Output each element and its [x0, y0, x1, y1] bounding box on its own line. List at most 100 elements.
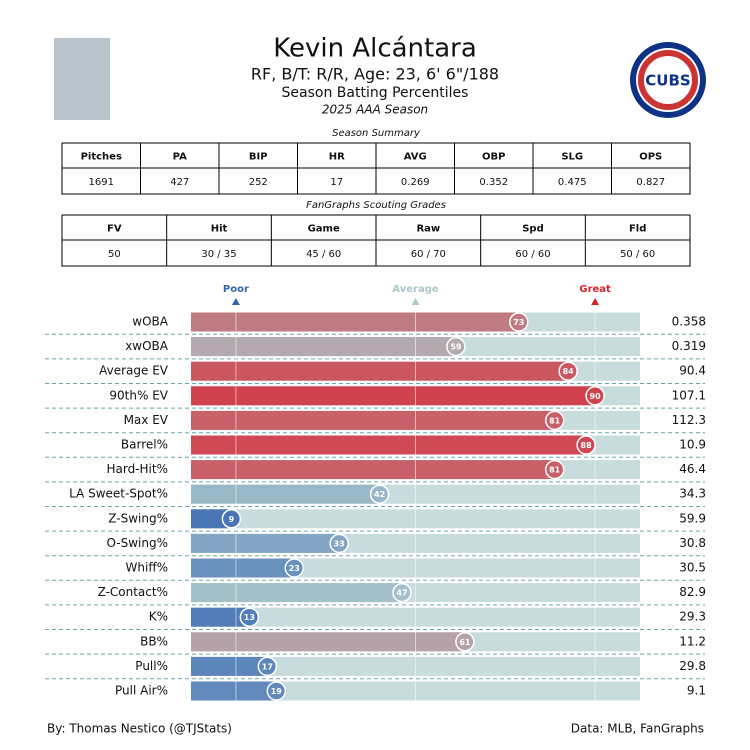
- stat-value: 0.358: [672, 315, 706, 329]
- percentile-label: 23: [289, 564, 300, 573]
- bar: [191, 484, 380, 504]
- percentile-label: 42: [374, 490, 385, 499]
- tick-label: Great: [579, 284, 611, 295]
- percentile-marker: [239, 607, 260, 627]
- bar: [191, 435, 587, 455]
- percentile-marker: [455, 632, 475, 652]
- stat-value: 30.8: [679, 536, 706, 550]
- category-label: xwOBA: [125, 339, 169, 353]
- tick-marker: [591, 298, 600, 305]
- table-cell: 0.827: [636, 177, 665, 188]
- percentile-marker: [392, 582, 412, 603]
- category-label: Z-Swing%: [108, 511, 168, 525]
- table-header: Spd: [522, 224, 544, 235]
- tick-label: Average: [392, 284, 439, 295]
- stat-value: 34.3: [679, 487, 706, 501]
- stat-value: 107.1: [672, 388, 706, 402]
- table-header: BIP: [249, 152, 268, 163]
- chart-title: Season Batting Percentiles: [282, 85, 469, 101]
- table-header: Fld: [629, 224, 646, 235]
- bar: [191, 509, 232, 529]
- percentile-label: 59: [450, 343, 462, 352]
- bar: [191, 656, 268, 676]
- player-photo: [54, 38, 110, 120]
- table-header: Pitches: [81, 152, 122, 163]
- bar: [191, 558, 295, 578]
- category-label: wOBA: [132, 315, 168, 329]
- table-cell: 427: [170, 177, 189, 188]
- stat-value: 11.2: [679, 634, 706, 648]
- stat-value: 46.4: [679, 462, 706, 476]
- percentile-marker: [585, 386, 605, 406]
- team-logo: [630, 42, 706, 118]
- table-cell: 60 / 70: [411, 249, 446, 260]
- table-header: HR: [329, 152, 345, 163]
- percentile-marker: [221, 509, 242, 529]
- tick-marker: [231, 298, 240, 305]
- category-label: Average EV: [99, 364, 169, 378]
- table-header: OBP: [482, 152, 505, 163]
- bar: [191, 361, 569, 381]
- table-header: Raw: [416, 224, 440, 235]
- percentile-marker: [509, 312, 529, 332]
- credit: By: Thomas Nestico (@TJStats): [47, 722, 232, 736]
- bar: [191, 632, 465, 652]
- category-label: Barrel%: [121, 438, 168, 452]
- percentile-label: 81: [549, 466, 561, 475]
- percentile-label: 81: [549, 416, 561, 425]
- table-cell: 0.475: [558, 177, 587, 188]
- table-cell: 252: [249, 177, 268, 188]
- table-cell: 60 / 60: [515, 249, 550, 260]
- percentile-label: 13: [244, 613, 255, 622]
- category-label: Z-Contact%: [98, 585, 168, 599]
- stat-value: 29.8: [679, 659, 706, 673]
- category-label: Whiff%: [126, 561, 168, 575]
- table-header: Game: [308, 224, 340, 235]
- percentile-label: 90: [590, 392, 602, 401]
- table-cell: 17: [330, 177, 343, 188]
- category-label: O-Swing%: [107, 536, 169, 550]
- bar: [191, 312, 519, 332]
- percentile-marker: [266, 681, 287, 701]
- category-label: BB%: [140, 634, 168, 648]
- bar: [191, 681, 277, 701]
- percentile-marker: [544, 410, 565, 431]
- category-label: Hard-Hit%: [106, 462, 168, 476]
- stat-value: 9.1: [687, 684, 706, 698]
- percentile-label: 61: [459, 638, 471, 647]
- logo-text: CUBS: [645, 72, 690, 90]
- season: 2025 AAA Season: [322, 103, 428, 117]
- bar: [191, 410, 555, 430]
- percentile-label: 84: [563, 367, 575, 376]
- table-header: FV: [107, 224, 122, 235]
- percentile-marker: [329, 533, 349, 554]
- percentile-marker: [544, 459, 565, 480]
- bar: [191, 386, 596, 406]
- bar: [191, 337, 456, 357]
- stat-value: 0.319: [672, 339, 706, 353]
- percentile-marker: [558, 361, 578, 381]
- table-header: Hit: [211, 224, 228, 235]
- table-cell: 0.352: [479, 177, 508, 188]
- percentile-label: 47: [396, 589, 407, 598]
- source: Data: MLB, FanGraphs: [571, 722, 704, 736]
- percentile-marker: [369, 484, 390, 504]
- stat-value: 29.3: [679, 610, 706, 624]
- stat-value: 59.9: [679, 511, 706, 525]
- table-cell: 1691: [89, 177, 114, 188]
- table-caption: Season Summary: [332, 128, 421, 139]
- percentile-label: 19: [271, 687, 283, 696]
- percentile-label: 88: [581, 441, 593, 450]
- bar: [191, 607, 250, 627]
- bar: [191, 583, 403, 603]
- category-label: Max EV: [124, 413, 169, 427]
- percentile-label: 73: [513, 318, 524, 327]
- subtitle: RF, B/T: R/R, Age: 23, 6' 6"/188: [251, 65, 499, 84]
- category-label: 90th% EV: [109, 388, 168, 402]
- stat-value: 82.9: [679, 585, 706, 599]
- tick-marker: [411, 298, 420, 305]
- category-label: K%: [149, 610, 168, 624]
- category-label: LA Sweet-Spot%: [69, 487, 168, 501]
- table-cell: 45 / 60: [306, 249, 341, 260]
